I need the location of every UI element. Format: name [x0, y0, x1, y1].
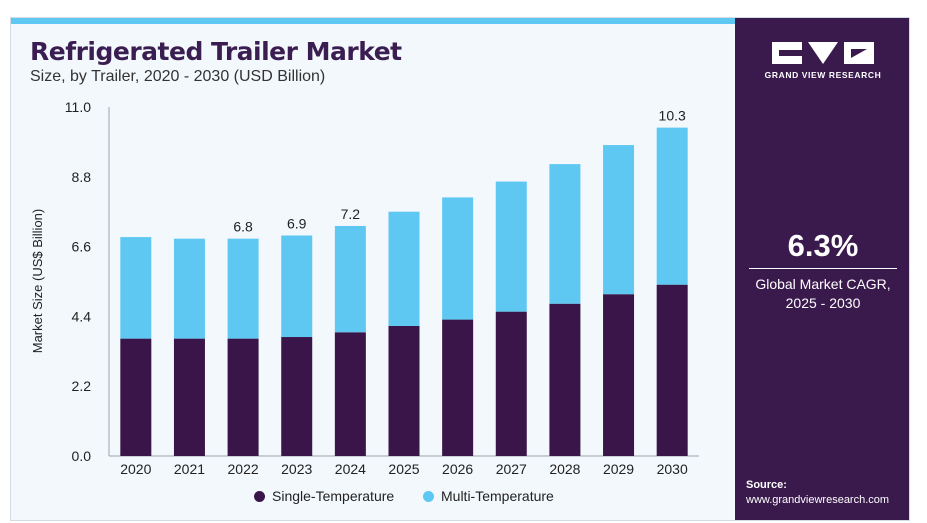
cagr-label: Global Market CAGR, 2025 - 2030	[735, 275, 909, 313]
x-tick-label: 2022	[228, 461, 259, 477]
legend-item-multi: Multi-Temperature	[423, 488, 554, 504]
bar-multi-2026	[442, 197, 474, 320]
bar-multi-2030	[656, 127, 688, 285]
source-label: Source:	[746, 479, 787, 491]
y-tick-label: 4.4	[72, 308, 92, 324]
x-tick-label: 2023	[281, 461, 312, 477]
bar-multi-2022	[227, 238, 259, 339]
x-tick-label: 2025	[388, 461, 419, 477]
x-tick-label: 2028	[549, 461, 580, 477]
bar-multi-2029	[603, 145, 635, 295]
cagr-label-line2: 2025 - 2030	[785, 295, 861, 311]
bar-single-2030	[656, 284, 688, 456]
logo-triangle	[808, 42, 838, 64]
x-tick-label: 2030	[657, 461, 688, 477]
bar-single-2020	[120, 338, 152, 456]
logo-notch-right	[851, 49, 867, 58]
bar-single-2027	[495, 311, 527, 456]
y-tick-label: 8.8	[72, 169, 92, 185]
chart-subtitle: Size, by Trailer, 2020 - 2030 (USD Billi…	[30, 68, 326, 85]
logo-notch-left	[779, 50, 802, 56]
legend-label-multi: Multi-Temperature	[441, 488, 554, 504]
y-axis-title: Market Size (US$ Billion)	[30, 209, 45, 354]
bar-single-2024	[334, 332, 366, 456]
bar-chart: 0.0 2.2 4.4 6.6 8.8 11.0 Market Size (US$ Bill…	[30, 99, 699, 477]
bar-total-label: 6.8	[233, 219, 253, 235]
y-tick-label: 2.2	[72, 378, 92, 394]
brand-name: GRAND VIEW RESEARCH	[764, 70, 882, 80]
bar-total-label: 10.3	[659, 108, 686, 124]
chart-card: Refrigerated Trailer Market Size, by Tra…	[10, 17, 910, 521]
source-url[interactable]: www.grandviewresearch.com	[746, 494, 890, 506]
bar-single-2025	[388, 325, 420, 456]
x-tick-label: 2029	[603, 461, 634, 477]
bar-multi-2023	[281, 235, 313, 338]
bar-multi-2027	[495, 181, 527, 312]
bar-multi-2021	[173, 238, 205, 339]
y-tick-label: 0.0	[72, 448, 92, 464]
legend-swatch-single	[254, 490, 265, 502]
bar-single-2026	[442, 319, 474, 456]
x-tick-label: 2027	[496, 461, 527, 477]
chart-title: Refrigerated Trailer Market	[30, 37, 402, 66]
x-tick-label: 2020	[120, 461, 151, 477]
x-tick-label: 2024	[335, 461, 366, 477]
bar-single-2023	[281, 337, 313, 456]
y-tick-label: 11.0	[65, 99, 91, 115]
x-tick-label: 2026	[442, 461, 473, 477]
bar-single-2028	[549, 303, 581, 456]
bar-multi-2020	[120, 237, 152, 339]
legend-label-single: Single-Temperature	[272, 488, 395, 504]
bar-total-label: 7.2	[341, 206, 361, 222]
brand-logo	[772, 42, 874, 64]
bar-multi-2028	[549, 164, 581, 304]
cagr-value: 6.3%	[787, 228, 859, 263]
legend-item-single: Single-Temperature	[254, 488, 394, 504]
bar-multi-2025	[388, 211, 420, 326]
bar-single-2029	[603, 294, 635, 456]
bar-single-2021	[173, 338, 205, 456]
sidebar-panel: GRAND VIEW RESEARCH 6.3% Global Market C…	[735, 18, 909, 520]
legend-swatch-multi	[423, 490, 434, 502]
x-tick-label: 2021	[174, 461, 205, 477]
cagr-label-line1: Global Market CAGR,	[755, 276, 891, 292]
bar-multi-2024	[334, 225, 366, 333]
bar-single-2022	[227, 338, 259, 456]
cagr-divider	[749, 268, 897, 269]
accent-bar	[11, 18, 735, 24]
bar-total-label: 6.9	[287, 215, 307, 231]
y-tick-label: 6.6	[72, 239, 92, 255]
